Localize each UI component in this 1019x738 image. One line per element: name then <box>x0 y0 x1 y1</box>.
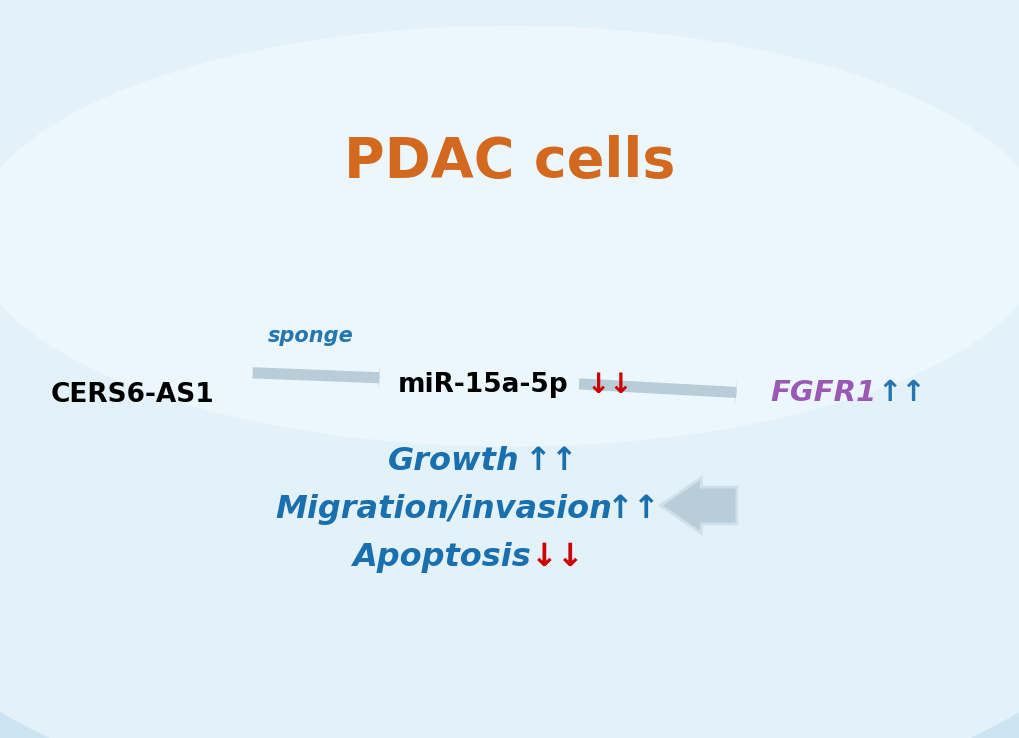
Polygon shape <box>660 478 736 533</box>
Text: Apoptosis: Apoptosis <box>352 542 530 573</box>
Text: PDAC cells: PDAC cells <box>344 135 675 190</box>
Text: Growth: Growth <box>387 446 519 477</box>
Ellipse shape <box>0 26 1019 446</box>
Text: ↓↓: ↓↓ <box>530 542 584 573</box>
Text: ↓↓: ↓↓ <box>586 371 633 399</box>
Text: ↑↑: ↑↑ <box>876 379 925 407</box>
Text: Migration/invasion: Migration/invasion <box>275 494 611 525</box>
Text: sponge: sponge <box>268 325 354 346</box>
Text: ↑↑: ↑↑ <box>606 494 660 525</box>
Text: CERS6-AS1: CERS6-AS1 <box>51 382 214 408</box>
Text: ↑↑: ↑↑ <box>525 446 579 477</box>
Text: FGFR1: FGFR1 <box>769 379 875 407</box>
Text: miR-15a-5p: miR-15a-5p <box>397 372 568 399</box>
